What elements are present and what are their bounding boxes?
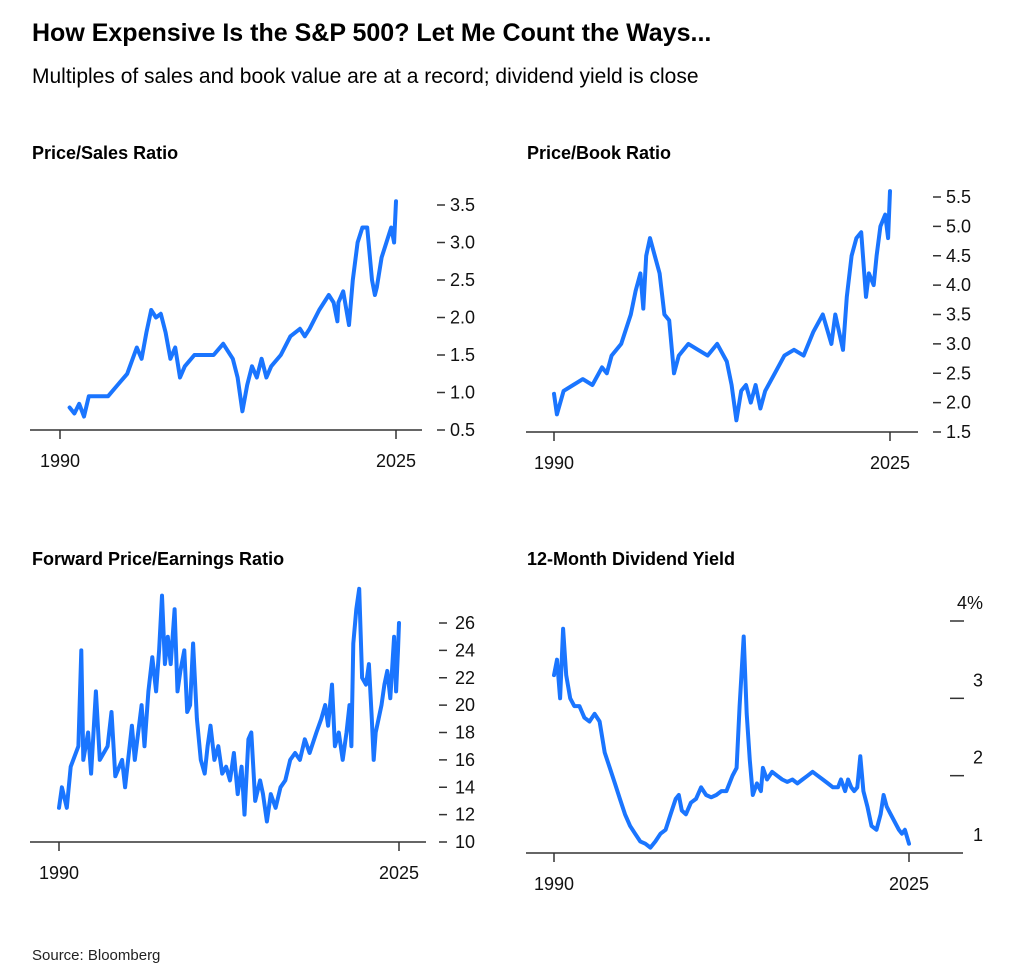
y-tick-label: 3.0 <box>450 233 475 253</box>
panel-dividend-yield: 1990 2025 1 2 3 4% <box>526 593 983 894</box>
y-tick-label: 2.5 <box>450 270 475 290</box>
x-tick-label: 2025 <box>870 453 910 473</box>
x-tick-label: 1990 <box>40 451 80 471</box>
chart-subtitle: Multiples of sales and book value are at… <box>32 65 699 88</box>
y-tick-label: 24 <box>455 640 475 660</box>
y-tick-label: 4% <box>957 593 983 613</box>
y-tick-label: 1.0 <box>450 383 475 403</box>
chart-title: How Expensive Is the S&P 500? Let Me Cou… <box>32 19 711 47</box>
y-tick-label: 18 <box>455 723 475 743</box>
y-tick-label: 10 <box>455 832 475 852</box>
y-tick-label: 1.5 <box>946 422 971 442</box>
y-tick-label: 4.5 <box>946 246 971 266</box>
y-tick-label: 22 <box>455 668 475 688</box>
series-line-forward-pe <box>57 586 401 824</box>
y-tick-label: 4.0 <box>946 275 971 295</box>
panel-forward-pe: 1990 2025 10 12 14 16 18 20 22 24 26 <box>30 586 475 883</box>
y-tick-label: 3.0 <box>946 334 971 354</box>
panel-title-price-book: Price/Book Ratio <box>527 143 671 163</box>
x-tick-label: 2025 <box>889 874 929 894</box>
x-tick-label: 1990 <box>39 863 79 883</box>
y-tick-label: 26 <box>455 613 475 633</box>
x-tick-label: 2025 <box>376 451 416 471</box>
panel-title-forward-pe: Forward Price/Earnings Ratio <box>32 549 284 569</box>
y-tick-label: 20 <box>455 695 475 715</box>
y-tick-label: 1 <box>973 825 983 845</box>
panel-title-price-sales: Price/Sales Ratio <box>32 143 178 163</box>
y-tick-label: 2.0 <box>946 393 971 413</box>
y-tick-label: 3 <box>973 670 983 690</box>
panel-price-book: 1990 2025 1.5 2.0 2.5 3.0 3.5 4.0 4.5 5.0 5.5 <box>526 187 971 473</box>
x-tick-label: 2025 <box>379 863 419 883</box>
panel-title-dividend-yield: 12-Month Dividend Yield <box>527 549 735 569</box>
series-line-dividend-yield <box>552 626 911 850</box>
y-tick-label: 5.5 <box>946 187 971 207</box>
y-tick-label: 3.5 <box>946 305 971 325</box>
y-tick-label: 3.5 <box>450 195 475 215</box>
y-tick-label: 1.5 <box>450 345 475 365</box>
y-tick-label: 2.5 <box>946 363 971 383</box>
x-tick-label: 1990 <box>534 453 574 473</box>
y-tick-label: 2.0 <box>450 308 475 328</box>
y-tick-label: 14 <box>455 777 475 797</box>
y-tick-label: 0.5 <box>450 420 475 440</box>
y-tick-label: 5.0 <box>946 216 971 236</box>
series-line-price-sales <box>67 199 398 419</box>
panel-price-sales: 1990 2025 0.5 1.0 1.5 2.0 2.5 3.0 3.5 <box>30 195 475 471</box>
x-tick-label: 1990 <box>534 874 574 894</box>
series-line-price-book <box>552 189 892 423</box>
y-tick-label: 16 <box>455 750 475 770</box>
y-tick-label: 12 <box>455 805 475 825</box>
source-note: Source: Bloomberg <box>32 947 160 964</box>
y-tick-label: 2 <box>973 748 983 768</box>
